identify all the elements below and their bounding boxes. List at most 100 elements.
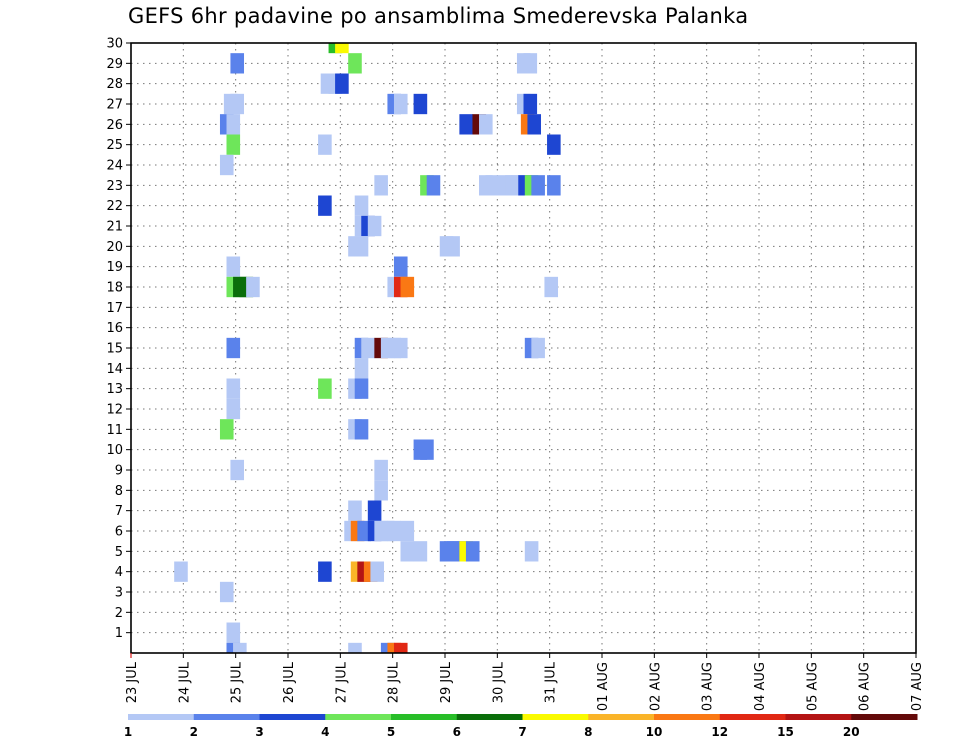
plot-frame xyxy=(130,42,917,658)
colorbar-label: 12 xyxy=(711,725,728,739)
heatmap-cell xyxy=(400,520,415,542)
colorbar-swatch xyxy=(785,714,852,720)
heatmap-cell xyxy=(219,419,234,440)
heatmap-cell xyxy=(420,439,434,460)
heatmap-cell xyxy=(335,73,349,94)
x-tick-label: 24 JUL xyxy=(177,661,192,703)
colorbar-swatch xyxy=(391,714,458,720)
y-tick-label: 24 xyxy=(106,159,123,174)
heatmap-cell xyxy=(354,236,369,257)
heatmap-cell xyxy=(357,520,371,542)
colorbar-swatch xyxy=(654,714,721,720)
y-tick-label: 26 xyxy=(106,118,123,133)
colorbar-label: 1 xyxy=(124,725,132,739)
heatmap-cell xyxy=(354,378,369,399)
colorbar-label: 6 xyxy=(453,725,461,739)
heatmap-cell xyxy=(226,378,241,399)
heatmap-cell xyxy=(174,561,188,582)
y-tick-label: 22 xyxy=(106,199,123,214)
heatmap-cell xyxy=(230,93,245,115)
y-tick-label: 6 xyxy=(115,525,123,540)
x-tick-label: 27 JUL xyxy=(334,661,349,703)
heatmap-cell xyxy=(393,337,408,359)
heatmap-cell xyxy=(348,642,362,653)
y-tick-label: 12 xyxy=(106,403,123,418)
colorbar-swatch xyxy=(259,714,326,720)
colorbar-swatch xyxy=(456,714,523,720)
heatmap-cell xyxy=(219,154,234,176)
y-tick-label: 11 xyxy=(106,423,123,438)
heatmap-cell xyxy=(547,175,561,196)
heatmap-cell xyxy=(527,114,542,135)
heatmap-cell xyxy=(226,337,241,359)
cells xyxy=(174,43,561,653)
x-tick-label: 31 JUL xyxy=(544,661,559,703)
heatmap-cell xyxy=(219,581,234,603)
x-tick-label: 28 JUL xyxy=(387,661,402,703)
heatmap-cell xyxy=(459,114,473,135)
heatmap-cell xyxy=(426,175,441,196)
y-tick-label: 27 xyxy=(106,98,123,113)
colorbar-label: 20 xyxy=(843,725,860,739)
heatmap-cell xyxy=(367,215,382,237)
heatmap-cell xyxy=(335,43,349,54)
heatmap-cell xyxy=(348,53,362,74)
heatmap-cell xyxy=(226,398,241,420)
colorbar-swatch xyxy=(588,714,655,720)
heatmap-cell xyxy=(531,175,545,196)
y-tick-label: 15 xyxy=(106,342,123,357)
y-tick-label: 10 xyxy=(106,443,123,458)
heatmap-cell xyxy=(387,520,402,542)
y-tick-label: 25 xyxy=(106,138,123,153)
colorbar-label: 8 xyxy=(584,725,592,739)
heatmap-cell xyxy=(446,236,460,257)
heatmap-cell xyxy=(246,276,260,298)
y-tick-label: 17 xyxy=(106,301,123,316)
heatmap-cell xyxy=(226,256,241,277)
heatmap-cell xyxy=(523,53,538,74)
x-tick-label: 06 AUG xyxy=(858,662,873,711)
heatmap-cell xyxy=(230,53,245,74)
heatmap-cell xyxy=(361,337,375,359)
y-axis: 1234567891011121314151617181920212223242… xyxy=(106,37,131,641)
heatmap-cell xyxy=(524,541,539,562)
x-tick-label: 30 JUL xyxy=(491,661,506,703)
heatmap-cell xyxy=(354,358,369,379)
heatmap-cell xyxy=(354,419,369,440)
x-tick-label: 26 JUL xyxy=(282,661,297,703)
colorbar-label: 4 xyxy=(321,725,329,739)
x-tick-label: 23 JUL xyxy=(125,661,140,703)
y-tick-label: 3 xyxy=(115,586,123,601)
heatmap-cell xyxy=(523,93,538,115)
y-tick-label: 9 xyxy=(115,464,123,479)
chart-title: GEFS 6hr padavine po ansamblima Smederev… xyxy=(128,4,749,28)
x-tick-label: 03 AUG xyxy=(701,662,716,711)
colorbar-label: 3 xyxy=(255,725,263,739)
heatmap-cell xyxy=(400,541,415,562)
y-tick-label: 1 xyxy=(115,626,123,641)
heatmap-cell xyxy=(230,459,245,481)
heatmap-cell xyxy=(547,134,561,155)
x-tick-label: 25 JUL xyxy=(230,661,245,703)
heatmap-cell xyxy=(413,93,428,115)
colorbar-label: 5 xyxy=(387,725,395,739)
x-tick-label: 07 AUG xyxy=(910,662,925,711)
x-tick-label: 01 AUG xyxy=(596,662,611,711)
heatmap-cell xyxy=(544,276,559,298)
heatmap-cell xyxy=(318,378,332,399)
y-tick-label: 7 xyxy=(115,504,123,519)
heatmap-cell xyxy=(485,175,500,196)
heatmap-cell xyxy=(318,195,332,216)
heatmap-cell xyxy=(318,561,332,582)
y-tick-label: 8 xyxy=(115,484,123,499)
x-axis: 23 JUL 24 JUL 25 JUL 26 JUL 27 JUL 28 JUL 29 J… xyxy=(125,653,925,711)
heatmap-cell xyxy=(226,134,241,155)
x-tick-label: 05 AUG xyxy=(805,662,820,711)
heatmap-cell xyxy=(354,195,369,216)
heatmap-cell xyxy=(465,541,480,562)
x-tick-label: 04 AUG xyxy=(753,662,768,711)
colorbar-swatch xyxy=(128,714,195,720)
heatmap-cell xyxy=(233,642,247,653)
y-tick-label: 5 xyxy=(115,545,123,560)
x-tick-label: 29 JUL xyxy=(439,661,454,703)
